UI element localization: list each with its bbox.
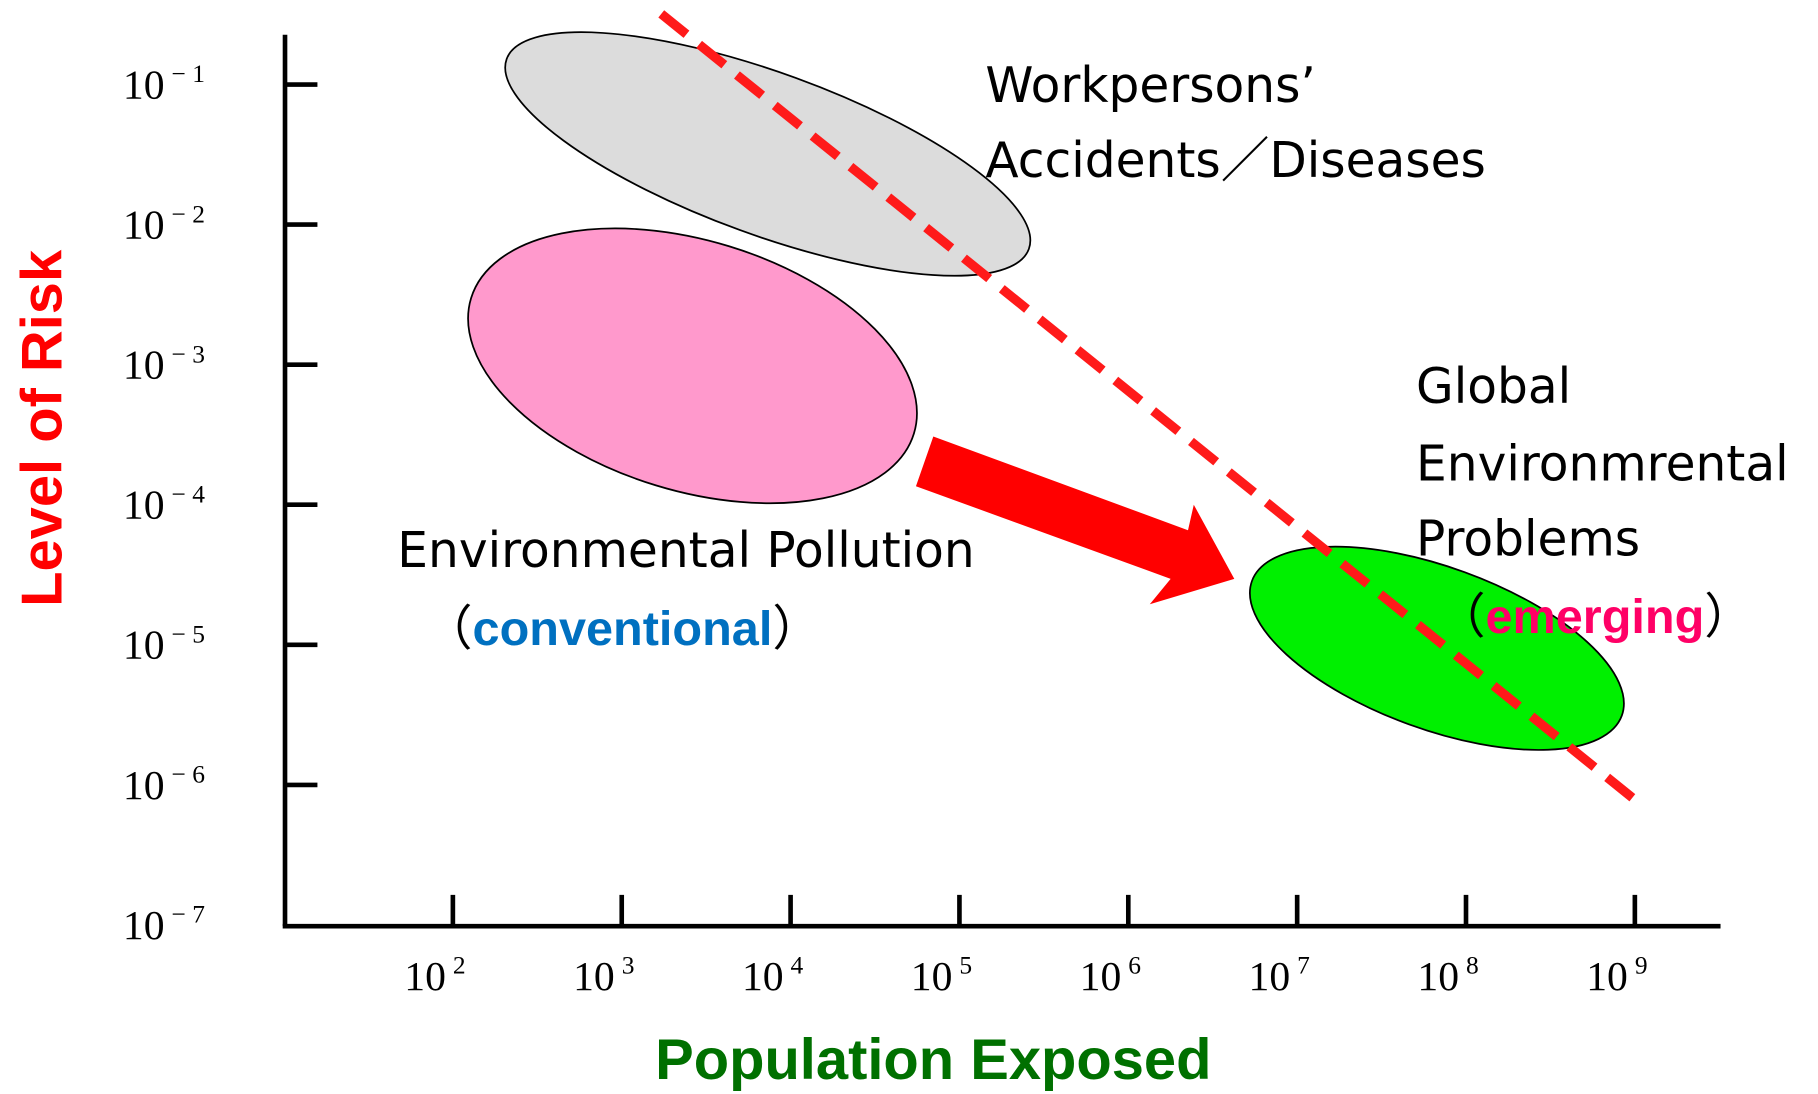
global-region: [1249, 545, 1625, 751]
x-axis-title: Population Exposed: [655, 1028, 1211, 1092]
region-label: Accidents／Diseases: [985, 133, 1485, 189]
tick-label: 10 7: [1249, 951, 1310, 1000]
tick-base: 10: [1080, 954, 1122, 1000]
tick-base: 10: [123, 202, 165, 248]
tick-base: 10: [404, 954, 446, 1000]
tick-exponent: 9: [1635, 951, 1648, 980]
tick-exponent: 2: [453, 951, 466, 980]
tick-label: 10− 7: [123, 900, 205, 949]
tick-label: 10− 3: [123, 339, 205, 388]
tick-base: 10: [123, 343, 165, 389]
region-label: Problems: [1416, 512, 1640, 568]
region-label: Workpersons’: [985, 58, 1316, 114]
y-axis-title: Level of Risk: [11, 249, 75, 607]
tick-exponent: 5: [959, 951, 972, 980]
tick-label: 10 3: [573, 951, 634, 1000]
tick-base: 10: [911, 954, 953, 1000]
region-label: （emerging）: [1437, 589, 1753, 645]
tick-base: 10: [1586, 954, 1628, 1000]
tick-exponent: − 4: [172, 479, 206, 508]
tick-label: 10 9: [1586, 951, 1647, 1000]
tick-base: 10: [123, 903, 165, 949]
workpersons-region: [504, 31, 1032, 277]
tick-label: 10 2: [404, 951, 465, 1000]
region-label: Environmental Pollution: [397, 523, 974, 579]
tick-exponent: 7: [1297, 951, 1310, 980]
tick-base: 10: [1249, 954, 1291, 1000]
risk-line: [658, 10, 1637, 803]
tick-exponent: − 6: [172, 760, 205, 789]
tick-exponent: − 2: [172, 199, 205, 228]
tick-label: 10 5: [911, 951, 972, 1000]
tick-base: 10: [742, 954, 784, 1000]
region-label: Environmrental: [1416, 436, 1789, 492]
tick-base: 10: [123, 763, 165, 809]
tick-base: 10: [123, 62, 165, 108]
tick-exponent: 3: [622, 951, 635, 980]
tick-exponent: − 1: [172, 59, 205, 88]
region-label: （conventional）: [424, 601, 821, 657]
tick-label: 10− 5: [123, 620, 205, 669]
tick-label: 10− 4: [123, 479, 205, 528]
tick-exponent: − 3: [172, 339, 205, 368]
tick-exponent: − 7: [172, 900, 205, 929]
pollution-region: [467, 227, 918, 505]
tick-exponent: 6: [1128, 951, 1141, 980]
tick-base: 10: [123, 483, 165, 529]
tick-exponent: 8: [1466, 951, 1479, 980]
tick-base: 10: [123, 623, 165, 669]
tick-label: 10− 1: [123, 59, 205, 108]
tick-base: 10: [1417, 954, 1459, 1000]
region-label: Global: [1416, 359, 1571, 415]
tick-exponent: − 5: [172, 620, 205, 649]
tick-label: 10− 2: [123, 199, 205, 248]
shift-arrow: [915, 436, 1235, 605]
tick-exponent: 4: [791, 951, 804, 980]
tick-base: 10: [573, 954, 615, 1000]
tick-label: 10 4: [742, 951, 804, 1000]
tick-label: 10 6: [1080, 951, 1141, 1000]
tick-label: 10− 6: [123, 760, 205, 809]
tick-label: 10 8: [1417, 951, 1478, 1000]
